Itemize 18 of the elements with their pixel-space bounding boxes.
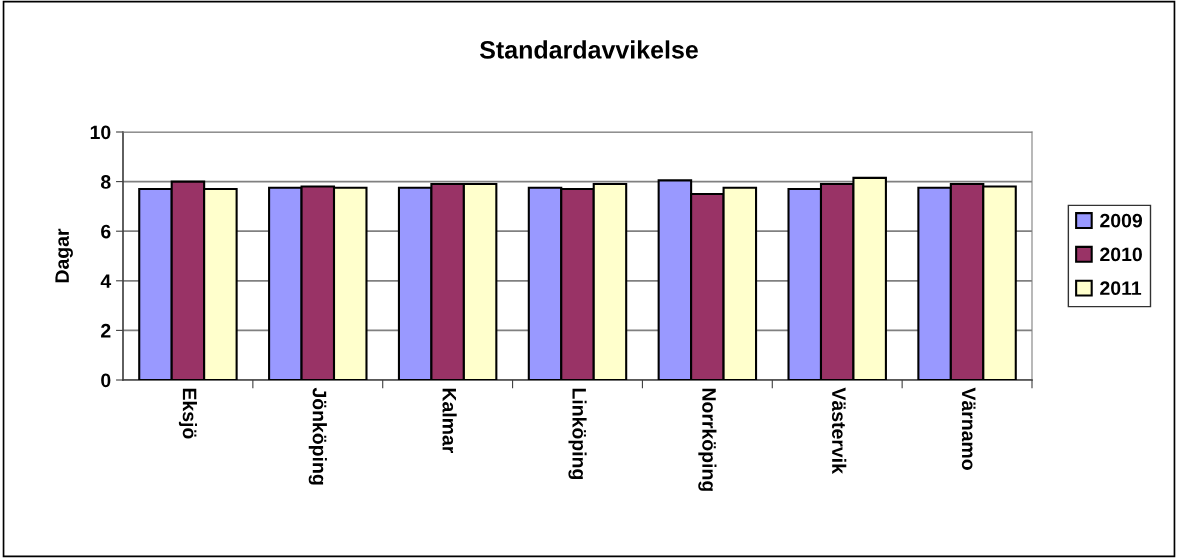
y-tick-label: 0 — [101, 373, 111, 388]
x-tick-label: Linköping — [568, 388, 587, 480]
y-tick-label: 6 — [101, 224, 111, 239]
x-tick-label: Eksjö — [178, 388, 197, 439]
y-axis-title: Dagar — [55, 228, 73, 283]
x-tick-label: Jönköping — [308, 387, 327, 485]
y-tick-label: 10 — [90, 125, 111, 140]
y-tick-label: 8 — [101, 175, 111, 189]
x-tick-label: Västervik — [831, 387, 847, 474]
legend-label: 2010 — [1100, 247, 1142, 262]
legend-label: 2011 — [1100, 281, 1142, 296]
x-tick-label: Norrköping — [698, 388, 717, 491]
chart-title: Standardavvikelse — [479, 40, 698, 59]
y-tick-label: 4 — [100, 274, 112, 288]
x-tick-label: Värnamo — [961, 387, 976, 470]
x-tick-label: Kalmar — [442, 388, 457, 454]
legend-label: 2009 — [1100, 213, 1143, 228]
y-tick-label: 2 — [101, 323, 111, 338]
